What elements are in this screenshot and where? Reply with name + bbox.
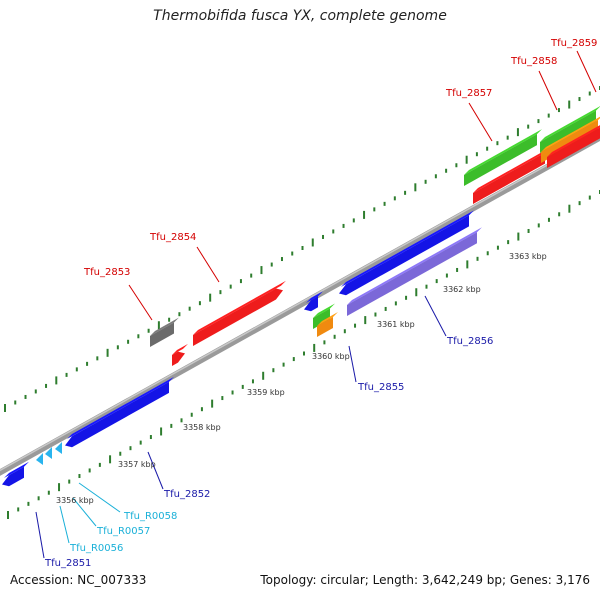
cds-tfu-2858b-top	[541, 116, 600, 152]
cds-tfu-2856	[347, 227, 482, 316]
cds-tfu-2857b	[473, 147, 550, 204]
gene-label-tfu-r0058: Tfu_R0058	[123, 511, 177, 522]
cds-orange-small-top	[317, 312, 338, 326]
cds-tfu-2859	[547, 125, 600, 168]
cds-tfu-2851-front	[2, 466, 24, 487]
callout-tfu-2851	[35, 511, 45, 559]
callout-tfu-2856	[424, 295, 447, 337]
scale-label: 3361 kbp	[377, 320, 415, 329]
scale-label: 3360 kbp	[312, 352, 350, 361]
scale-label: 3357 kbp	[118, 460, 156, 469]
cds-tfu-2857b-top	[473, 147, 550, 193]
genome-backbone	[0, 134, 600, 476]
gene-label-tfu-2853: Tfu_2853	[83, 267, 130, 278]
cds-small-blue-top	[306, 291, 323, 303]
callout-tfu-2852	[147, 451, 164, 490]
cds-green-small-top	[313, 303, 335, 318]
gene-label-tfu-2856: Tfu_2856	[446, 336, 493, 347]
cds-tfu-2852	[65, 376, 174, 448]
cds-tfu-2851	[2, 461, 29, 487]
inner-tick-marks	[7, 190, 600, 519]
scale-label: 3363 kbp	[509, 252, 547, 261]
cds-tfu-2853-front	[172, 351, 185, 366]
rna-tfu-r0057	[45, 447, 52, 459]
cds-tfu-2858-front	[540, 110, 596, 153]
feature-tracks	[2, 106, 600, 487]
genome-summary-text: Topology: circular; Length: 3,642,249 bp…	[260, 573, 590, 587]
genome-backbone-highlight	[0, 134, 600, 472]
cds-tfu-2857-front	[464, 134, 537, 186]
gene-label-tfu-2857: Tfu_2857	[445, 88, 492, 99]
cds-green-small	[313, 303, 335, 329]
cds-tfu-2855-front	[339, 215, 469, 296]
callout-tfu-r0058	[78, 482, 121, 513]
rna-tfu-r0056	[36, 453, 43, 465]
cds-small-blue-front	[304, 296, 318, 312]
cds-green-small-front	[313, 308, 330, 329]
callout-tfu-r0056	[59, 505, 70, 544]
gene-label-tfu-2859: Tfu_2859	[550, 38, 597, 49]
accession-text: Accession: NC_007333	[10, 573, 147, 587]
cds-tfu-2858-top	[540, 106, 600, 142]
cds-tfu-2853	[172, 343, 188, 366]
cds-tfu-2856-front	[347, 232, 477, 316]
cds-gray-block	[150, 317, 179, 347]
scale-label: 3362 kbp	[443, 285, 481, 294]
gene-label-tfu-r0056: Tfu_R0056	[69, 543, 123, 554]
cds-tfu-2855-top	[341, 210, 474, 287]
scale-label: 3359 kbp	[247, 388, 285, 397]
cds-orange-small	[317, 312, 338, 337]
callout-tfu-2859	[576, 50, 597, 93]
label-callout-lines	[35, 50, 597, 559]
gene-label-tfu-2851: Tfu_2851	[44, 558, 91, 569]
callout-tfu-2858	[538, 70, 558, 111]
cds-tfu-2854-top	[193, 280, 286, 335]
cds-tfu-2857b-front	[473, 152, 545, 204]
scale-label: 3358 kbp	[183, 423, 221, 432]
cds-tfu-2851-top	[4, 461, 29, 478]
callout-tfu-2854	[196, 246, 220, 283]
cds-tfu-2855	[339, 210, 474, 296]
callout-tfu-r0057	[72, 497, 97, 527]
cds-tfu-2858	[540, 106, 600, 153]
map-title: Thermobifida fusca YX, complete genome	[153, 8, 447, 24]
cds-tfu-2856-top	[347, 227, 482, 305]
gene-labels: Tfu_2851 Tfu_R0056 Tfu_R0057 Tfu_R0058 Tfu_2…	[44, 38, 597, 569]
cds-gray-block-top	[150, 317, 179, 336]
cds-tfu-2859-front	[547, 127, 600, 168]
rna-tfu-r0058	[55, 442, 62, 454]
cds-small-blue	[304, 291, 323, 312]
cds-gray-block-front	[150, 322, 174, 347]
outer-tick-marks	[4, 86, 600, 412]
cds-tfu-2857	[464, 129, 542, 186]
cds-tfu-2853-top	[172, 343, 188, 355]
gene-label-tfu-r0057: Tfu_R0057	[96, 526, 150, 537]
cds-tfu-2852-front	[65, 381, 169, 448]
cds-tfu-2854-front	[193, 288, 283, 346]
cds-tfu-2859-top	[547, 125, 600, 157]
cds-tfu-2852-top	[67, 376, 174, 439]
cds-tfu-2857-top	[464, 129, 542, 175]
gene-label-tfu-2855: Tfu_2855	[357, 382, 404, 393]
cds-tfu-2854	[193, 280, 286, 346]
callout-tfu-2855	[348, 345, 357, 383]
scale-labels: 3356 kbp 3357 kbp 3358 kbp 3359 kbp 3360 kbp…	[56, 252, 547, 505]
callout-tfu-2857	[468, 102, 493, 142]
scale-label: 3356 kbp	[56, 496, 94, 505]
gene-label-tfu-2854: Tfu_2854	[149, 232, 196, 243]
cds-orange-small-front	[317, 317, 333, 337]
gene-label-tfu-2858: Tfu_2858	[510, 56, 557, 67]
callout-tfu-2853	[128, 284, 153, 321]
gene-label-tfu-2852: Tfu_2852	[163, 489, 210, 500]
